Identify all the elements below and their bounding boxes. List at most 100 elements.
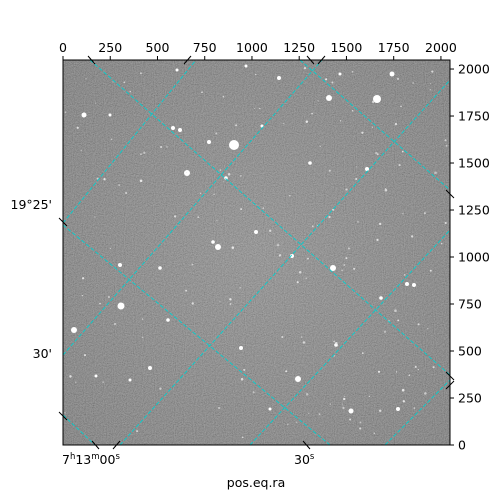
faint-star [349,418,352,421]
faint-star [376,238,379,242]
faint-star [417,323,420,326]
faint-star [159,387,162,390]
top-tick-label: 500 [146,40,170,55]
faint-star [81,295,84,297]
faint-star [402,150,404,153]
faint-star [413,407,416,409]
star [239,346,243,350]
faint-star [76,126,79,129]
star [178,128,182,132]
right-tick-label: 250 [458,391,482,406]
dec-label-30: 30' [33,346,52,361]
faint-star [355,178,358,180]
faint-star [317,100,319,102]
right-tick-label: 750 [458,297,482,312]
faint-star [80,149,82,151]
star [166,318,170,322]
faint-star [166,146,168,148]
faint-star [75,381,77,383]
faint-star [239,287,241,289]
faint-star [429,89,431,91]
faint-star [311,112,313,115]
faint-star [395,371,398,373]
faint-star [139,179,143,183]
faint-star [69,375,72,378]
faint-star [217,406,221,410]
star-field [64,61,448,439]
star [215,244,221,250]
faint-star [335,341,338,345]
faint-star [371,126,373,128]
star [412,283,416,287]
star [81,112,87,118]
star [229,140,239,150]
faint-star [85,78,87,80]
top-tick-label: 750 [193,40,217,55]
faint-star [343,264,346,266]
faint-star [361,131,364,134]
right-tick-label: 1250 [458,203,490,218]
top-tick-label: 1000 [236,40,268,55]
star [379,296,383,300]
faint-star [400,105,402,107]
faint-star [109,247,111,249]
top-tick-label: 1750 [378,40,410,55]
faint-star [427,327,429,330]
faint-star [371,100,375,104]
faint-star [440,242,443,245]
faint-star [423,212,426,215]
sky-image [63,60,450,445]
faint-star [341,269,343,271]
faint-star [94,216,96,218]
star [108,113,112,117]
faint-star [259,107,261,110]
faint-star [81,277,85,280]
faint-star [303,66,307,70]
faint-star [140,72,142,75]
right-tick-label: 0 [458,438,466,453]
faint-star [241,436,244,439]
faint-star [83,354,87,357]
star [373,95,381,103]
top-tick-label: 0 [59,40,67,55]
faint-star [434,171,437,174]
star [389,71,395,77]
faint-star [110,138,113,141]
faint-star [253,107,255,110]
faint-star [197,216,200,219]
faint-star [343,397,346,401]
coordinate-grid [63,60,450,445]
faint-star [331,81,334,84]
faint-star [353,267,356,270]
star [254,230,258,234]
star [207,140,211,144]
faint-star [287,423,289,426]
faint-star [262,207,265,210]
star [396,407,400,411]
faint-star [377,153,379,155]
grid-line [89,60,450,376]
faint-star [283,122,285,125]
right-pixel-axis: 0 250 500 750 1000 1250 1500 1750 2000 [450,62,490,453]
plot-frame [62,59,451,446]
faint-star [329,403,332,405]
star [365,167,369,171]
star [148,366,152,370]
faint-star [222,96,225,98]
faint-star [185,289,188,292]
star [94,374,98,378]
faint-star [430,82,432,85]
star [175,68,179,72]
faint-star [383,330,387,333]
grid-line [63,60,323,356]
faint-star [222,181,224,183]
star [277,76,281,80]
faint-star [95,102,97,104]
faint-star [129,90,132,93]
faint-star [444,139,447,142]
faint-star [402,213,404,215]
right-tick-label: 1750 [458,109,490,124]
faint-star [107,295,110,299]
grid-line [384,379,450,445]
